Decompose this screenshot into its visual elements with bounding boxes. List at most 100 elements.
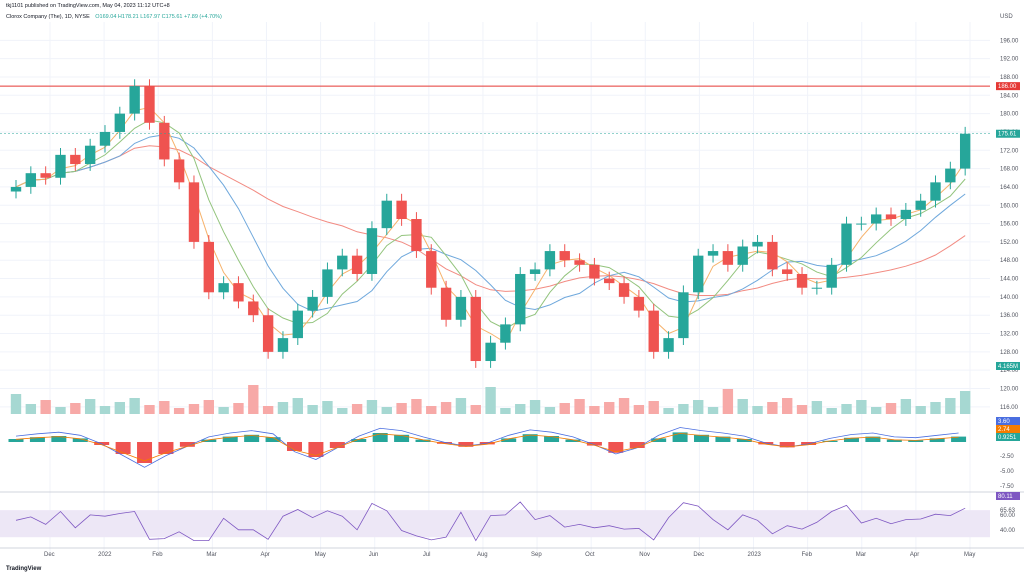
x-tick-label: Oct <box>585 552 595 558</box>
macd-histogram-bar <box>286 442 302 451</box>
macd-histogram-bar <box>329 442 345 448</box>
macd-histogram-bar <box>779 442 795 448</box>
candle-body <box>40 173 51 178</box>
macd-histogram-bar <box>29 437 45 442</box>
macd-histogram-bar <box>137 442 153 463</box>
candle-body <box>782 269 793 274</box>
candle-body <box>589 264 600 279</box>
macd-histogram-bar <box>629 442 645 448</box>
macd-histogram-bar <box>694 434 710 442</box>
volume-bar <box>544 407 556 414</box>
candle-body <box>396 200 407 219</box>
candle-body <box>648 310 659 352</box>
volume-bar <box>589 406 600 414</box>
macd-histogram-bar <box>415 439 431 442</box>
candle-body <box>10 186 22 192</box>
macd-histogram-bar <box>372 433 388 442</box>
volume-bar <box>870 407 882 414</box>
x-tick-label: Dec <box>44 552 55 558</box>
y-tick-label: 148.00 <box>1000 258 1019 264</box>
volume-bar <box>559 403 570 414</box>
macd-histogram-bar <box>608 442 624 453</box>
rsi-value-label: 80.11 <box>998 494 1013 500</box>
moving-averages <box>0 85 990 344</box>
volume-bar <box>426 406 437 414</box>
volume-bar <box>99 406 111 414</box>
macd-value-label: 2.74 <box>998 427 1010 433</box>
macd-histogram-bar <box>951 436 967 442</box>
volume-bar <box>722 389 734 414</box>
x-tick-label: Feb <box>802 552 813 558</box>
volume-bar <box>337 408 348 414</box>
volume-bar <box>440 402 452 414</box>
candle-body <box>574 260 585 265</box>
candle-body <box>25 173 37 187</box>
y-tick-label: 120.00 <box>1000 387 1019 393</box>
y-tick-label: 116.00 <box>1000 405 1019 411</box>
moving-average-line <box>15 119 966 330</box>
candle-body <box>604 278 615 284</box>
volume-bar <box>811 401 823 414</box>
rsi-line <box>15 501 966 542</box>
signal-line <box>15 432 959 462</box>
volume-bar <box>10 394 22 414</box>
candle-body <box>337 255 348 270</box>
y-tick-label: 136.00 <box>1000 313 1019 319</box>
x-tick-label: May <box>964 552 975 558</box>
macd-histogram-bar <box>715 436 731 442</box>
macd-histogram-bar <box>544 436 560 442</box>
x-tick-label: Apr <box>910 552 919 558</box>
candle-body <box>292 310 303 339</box>
candle-body <box>248 301 259 316</box>
candle-body <box>945 168 956 183</box>
candle-body <box>159 122 170 160</box>
volume-bar <box>959 391 971 414</box>
x-tick-label: Nov <box>639 552 650 558</box>
y-tick-label: 168.00 <box>1000 167 1019 173</box>
price-labels: 186.00 175.61 4.165M 3.60 2.74 0.9251 80.11 <box>0 82 1020 500</box>
macd-histogram-bar <box>201 439 217 442</box>
volume-bar <box>322 401 333 414</box>
x-tick-label: Apr <box>260 552 269 558</box>
macd-histogram-bar <box>179 442 195 447</box>
macd-histogram-bar <box>458 442 474 447</box>
candle-body <box>737 246 748 265</box>
macd-histogram-bar <box>886 439 902 442</box>
candle-body <box>796 273 808 288</box>
volume-bar <box>218 407 229 414</box>
volume-bar <box>455 398 467 414</box>
volume-bar <box>604 402 615 414</box>
y-tick-label: 180.00 <box>1000 112 1019 118</box>
macd-histogram-bar <box>308 442 324 457</box>
macd-histogram-bar <box>843 437 859 442</box>
y-tick-label: 196.00 <box>1000 38 1019 44</box>
macd-value-label: 0.9251 <box>998 435 1017 441</box>
candle-body <box>470 296 481 362</box>
candle-body <box>55 154 66 178</box>
macd-histogram-bar <box>72 438 88 442</box>
candle-body <box>529 269 541 274</box>
candle-body <box>707 251 719 256</box>
volume-bar <box>203 400 214 414</box>
macd-histogram-bar <box>672 432 688 442</box>
volume-bar <box>574 399 585 414</box>
candle-body <box>515 273 526 325</box>
y-tick-label: 128.00 <box>1000 350 1019 356</box>
y-tick-label: 160.00 <box>1000 203 1019 209</box>
candle-body <box>455 296 467 320</box>
candle-body <box>633 296 645 311</box>
volume-bar <box>411 399 422 414</box>
candle-body <box>262 315 274 352</box>
candle-body <box>885 214 897 219</box>
volume-bar <box>55 407 66 414</box>
macd-histogram-bar <box>351 439 367 442</box>
candle-body <box>856 223 867 225</box>
macd-histogram-bar <box>51 436 67 442</box>
candle-body <box>233 283 244 302</box>
resistance-price-tag <box>996 82 1020 91</box>
x-tick-label: Jun <box>369 552 379 558</box>
volume-label: 4.165M <box>998 364 1018 370</box>
x-tick-label: May <box>315 552 326 558</box>
x-tick-label: Mar <box>206 552 216 558</box>
